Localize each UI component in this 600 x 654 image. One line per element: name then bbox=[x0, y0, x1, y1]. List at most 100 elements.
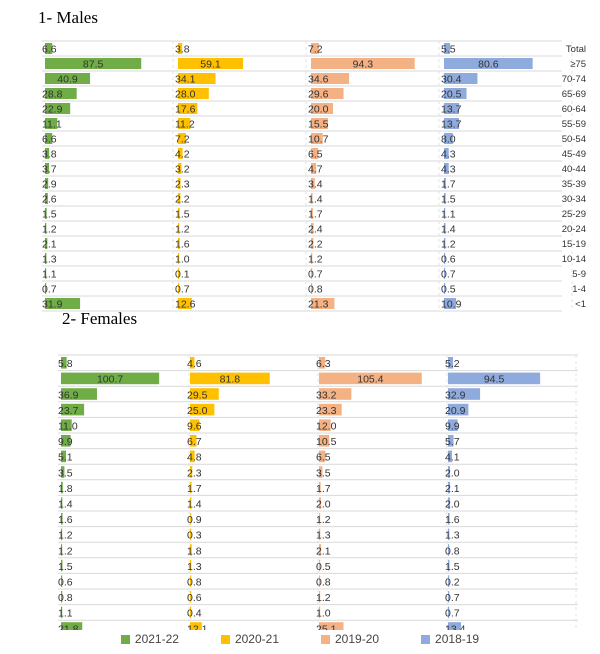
females-bar-label: 10.5 bbox=[316, 436, 337, 448]
females-bar bbox=[319, 606, 321, 619]
females-bar-label: 13.4 bbox=[445, 623, 466, 630]
males-bar bbox=[311, 118, 329, 129]
males-bar-label: 12.6 bbox=[175, 299, 196, 311]
females-bar bbox=[61, 622, 83, 630]
females-bar bbox=[190, 591, 192, 603]
females-bar-label: 1.2 bbox=[58, 530, 73, 542]
legend-swatch-2018-19 bbox=[421, 634, 431, 644]
males-bar-label: 5.5 bbox=[441, 44, 456, 56]
males-bar-label: 1.1 bbox=[42, 269, 57, 281]
males-bar-label: 4.2 bbox=[175, 149, 190, 161]
males-bar bbox=[311, 298, 335, 309]
males-bar bbox=[444, 163, 449, 174]
females-bar-label: 1.7 bbox=[187, 483, 202, 495]
males-bar bbox=[311, 58, 415, 69]
females-bar-label: 0.6 bbox=[187, 592, 202, 604]
males-bar-label: 34.1 bbox=[175, 74, 196, 86]
females-bar bbox=[61, 435, 71, 447]
males-bar bbox=[45, 148, 50, 159]
males-bar bbox=[178, 298, 192, 309]
males-bar-label: 2.9 bbox=[42, 179, 57, 191]
males-bar bbox=[311, 283, 313, 294]
males-bar-label: 4.3 bbox=[441, 164, 456, 176]
females-bar-label: 2.3 bbox=[187, 467, 202, 479]
males-category-label: 5-9 bbox=[572, 269, 586, 280]
males-bar-label: 13.7 bbox=[441, 104, 462, 116]
females-bar bbox=[61, 403, 85, 416]
males-category-label: 60-64 bbox=[562, 104, 586, 115]
males-bar-label: 11.2 bbox=[175, 119, 195, 131]
males-bar bbox=[178, 88, 209, 99]
males-bar-label: 0.7 bbox=[308, 269, 323, 281]
females-title: 2- Females bbox=[62, 309, 138, 328]
females-bar bbox=[61, 372, 160, 385]
females-bar bbox=[319, 435, 330, 447]
females-bar-label: 9.9 bbox=[58, 436, 73, 448]
males-bar bbox=[45, 88, 77, 99]
females-bar-label: 5.2 bbox=[445, 358, 460, 370]
males-bar-label: 87.5 bbox=[83, 59, 104, 71]
females-bar bbox=[61, 388, 97, 400]
males-category-label: Total bbox=[566, 44, 586, 55]
females-bar bbox=[319, 403, 342, 416]
males-bar bbox=[311, 73, 350, 84]
legend-label-2020-21: 2020-21 bbox=[234, 632, 279, 646]
males-bar bbox=[311, 268, 313, 279]
males-bar-label: 0.5 bbox=[441, 284, 456, 296]
females-bar bbox=[319, 575, 321, 587]
females-bar-label: 1.4 bbox=[58, 499, 73, 511]
females-bar bbox=[448, 357, 454, 369]
males-bar bbox=[311, 238, 314, 249]
males-bar bbox=[45, 58, 142, 69]
females-bar-label: 3.5 bbox=[316, 467, 331, 479]
males-bar-label: 2.3 bbox=[175, 179, 190, 191]
males-bar-label: 28.8 bbox=[42, 89, 63, 101]
females-bar bbox=[190, 575, 192, 587]
males-bar bbox=[45, 253, 47, 264]
females-bar-label: 2.1 bbox=[445, 483, 460, 495]
legend-label-2021-22: 2021-22 bbox=[134, 632, 179, 646]
females-bar-label: 1.8 bbox=[58, 483, 73, 495]
males-bar-label: 7.2 bbox=[175, 134, 190, 146]
males-bar bbox=[178, 238, 180, 249]
females-bar bbox=[190, 435, 197, 447]
females-bar-label: 23.3 bbox=[316, 405, 337, 417]
males-bar bbox=[45, 133, 53, 144]
males-category-label: 20-24 bbox=[562, 224, 586, 235]
males-bar-label: 94.3 bbox=[353, 59, 374, 71]
females-bar bbox=[61, 528, 63, 541]
females-bar-label: 2.0 bbox=[445, 467, 460, 479]
females-bar-label: 5.8 bbox=[58, 358, 73, 370]
females-bar-label: 2.0 bbox=[316, 499, 331, 511]
males-category-label: 35-39 bbox=[562, 179, 586, 190]
males-bar-label: 28.0 bbox=[175, 89, 196, 101]
females-bar-label: 0.7 bbox=[445, 608, 460, 620]
males-bar bbox=[178, 253, 180, 264]
legend-item-2021-22: 2021-22 bbox=[120, 632, 179, 646]
males-bar bbox=[444, 148, 449, 159]
legend-label-2019-20: 2019-20 bbox=[335, 632, 380, 646]
females-bar-label: 36.9 bbox=[58, 389, 79, 401]
females-bar-label: 4.1 bbox=[445, 452, 460, 464]
males-bar bbox=[444, 193, 446, 204]
females-bar bbox=[448, 419, 458, 431]
males-category-label: 30-34 bbox=[562, 194, 586, 205]
males-bar bbox=[45, 178, 49, 189]
males-bar bbox=[178, 283, 180, 294]
females-bar-label: 20.9 bbox=[445, 405, 466, 417]
females-bar bbox=[448, 466, 450, 478]
males-bar-label: 2.2 bbox=[175, 194, 190, 206]
males-category-label: 45-49 bbox=[562, 149, 586, 160]
males-bar-label: 3.4 bbox=[308, 179, 323, 191]
females-bar bbox=[319, 559, 321, 572]
males-category-label: 25-29 bbox=[562, 209, 586, 220]
females-bar bbox=[319, 481, 321, 494]
males-bar bbox=[178, 118, 191, 129]
males-bar bbox=[45, 118, 58, 129]
males-bar-label: 40.9 bbox=[57, 74, 78, 86]
males-bar-label: 6.5 bbox=[308, 149, 323, 161]
legend-swatch-2020-21 bbox=[220, 634, 230, 644]
females-bar-label: 0.8 bbox=[187, 577, 202, 589]
males-bar-label: 4.7 bbox=[308, 164, 323, 176]
males-bar bbox=[45, 193, 48, 204]
